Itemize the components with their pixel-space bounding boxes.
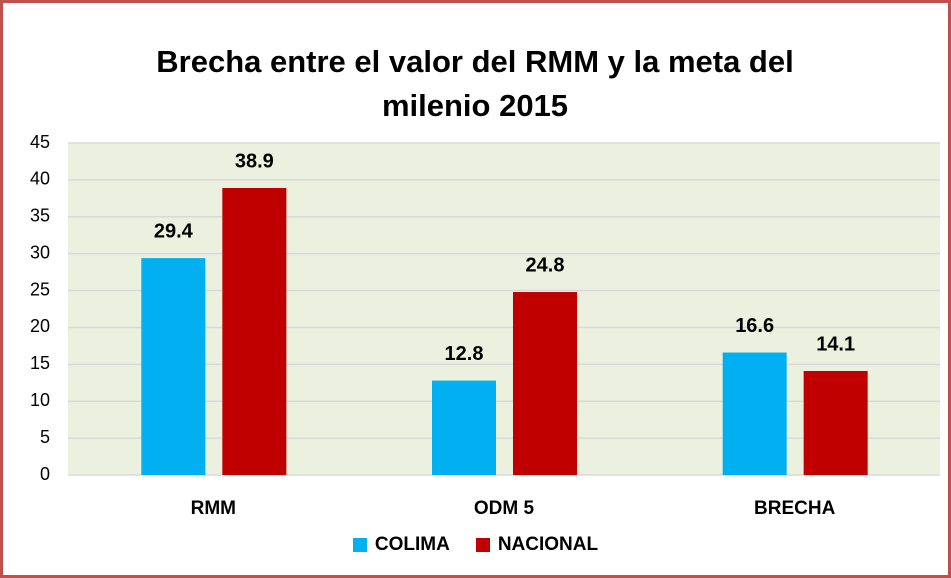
x-tick-label: BRECHA xyxy=(754,498,836,519)
legend-label: COLIMA xyxy=(374,534,450,555)
legend-swatch xyxy=(475,538,490,552)
legend: COLIMA NACIONAL xyxy=(0,534,951,556)
data-label: 16.6 xyxy=(735,315,774,337)
bar xyxy=(722,352,787,475)
bar xyxy=(141,258,206,475)
y-tick-label: 45 xyxy=(30,132,50,152)
chart-title: Brecha entre el valor del RMM y la meta … xyxy=(156,44,794,123)
x-tick-label: RMM xyxy=(191,498,236,519)
bar xyxy=(803,370,868,475)
y-tick-label: 15 xyxy=(30,353,50,373)
legend-item: NACIONAL xyxy=(475,534,599,556)
y-tick-label: 5 xyxy=(40,427,50,447)
y-tick-label: 20 xyxy=(30,316,50,336)
data-label: 24.8 xyxy=(526,254,565,276)
y-tick-label: 25 xyxy=(30,279,50,299)
y-tick-label: 40 xyxy=(30,169,50,189)
legend-swatch xyxy=(352,538,367,552)
legend-item: COLIMA xyxy=(352,534,450,556)
data-label: 12.8 xyxy=(445,343,484,365)
data-label: 38.9 xyxy=(235,150,274,172)
data-label: 14.1 xyxy=(816,333,855,355)
legend-label: NACIONAL xyxy=(497,534,599,555)
x-tick-label: ODM 5 xyxy=(474,498,535,519)
bar xyxy=(432,380,496,475)
y-tick-label: 0 xyxy=(40,464,50,484)
bar xyxy=(222,188,287,475)
data-label: 29.4 xyxy=(154,220,194,242)
plot-area xyxy=(68,143,940,475)
y-tick-label: 30 xyxy=(30,242,50,262)
y-tick-label: 10 xyxy=(30,390,50,410)
y-tick-label: 35 xyxy=(30,206,50,226)
bar xyxy=(513,292,577,475)
